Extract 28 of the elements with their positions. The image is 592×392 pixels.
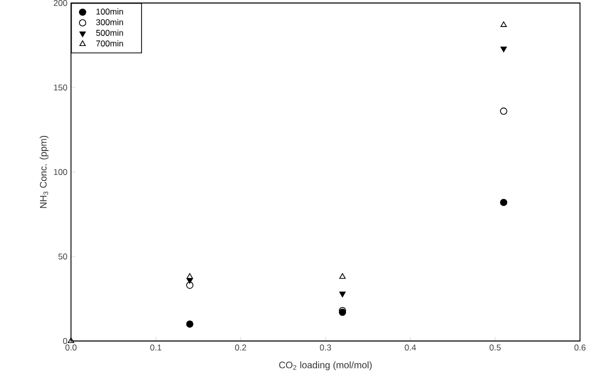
point bbox=[339, 273, 346, 279]
x-tick-label: 0.5 bbox=[490, 344, 501, 351]
x-tick-label: 0.1 bbox=[150, 344, 162, 351]
y-tick-label: 200 bbox=[54, 0, 68, 6]
point bbox=[500, 21, 507, 27]
x-tick-label: 0.3 bbox=[320, 344, 332, 351]
x-tick-label: 0.0 bbox=[65, 344, 77, 351]
y-tick-label: 100 bbox=[54, 169, 68, 175]
legend-label: 300min bbox=[96, 19, 124, 26]
x-tick-label: 0.6 bbox=[574, 344, 586, 351]
point bbox=[186, 282, 194, 289]
y-tick-label: 0 bbox=[63, 338, 68, 344]
y-tick-label: 150 bbox=[54, 84, 68, 90]
x-tick-label: 0.4 bbox=[404, 344, 416, 351]
point bbox=[339, 292, 346, 298]
legend-label: 100min bbox=[96, 8, 124, 15]
y-axis-title: NH$_{3}$ Conc. (ppm) bbox=[40, 136, 49, 208]
x-tick-label: 0.2 bbox=[235, 344, 246, 351]
y-tick-label: 50 bbox=[58, 254, 68, 260]
x-axis-title: CO$_{2}$ loading (mol/mol) bbox=[279, 361, 372, 370]
point bbox=[68, 337, 74, 343]
point bbox=[500, 108, 508, 115]
point bbox=[186, 273, 193, 279]
point bbox=[500, 46, 507, 52]
point bbox=[186, 320, 194, 328]
point bbox=[500, 198, 508, 206]
legend-label: 700min bbox=[96, 40, 124, 46]
legend-label: 500min bbox=[96, 30, 124, 36]
